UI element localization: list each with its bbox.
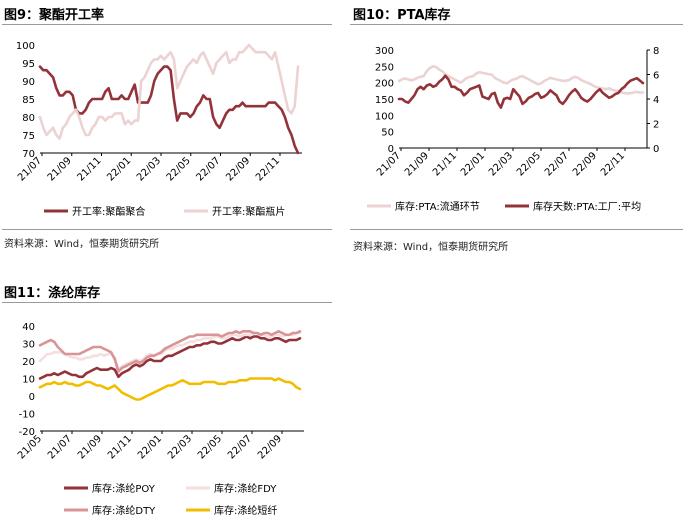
figure-10-y-tick-label: 50 [381, 128, 394, 139]
figure-11-x-tick-label: 21/09 [76, 433, 104, 461]
figure-11-y-tick-label: 20 [22, 357, 35, 368]
figure-10-source: 资料来源：Wind，恒泰期货研究所 [353, 242, 509, 253]
figure-9-x-tick-label: 22/05 [165, 155, 193, 183]
figure-10-x-tick-label: 22/05 [515, 150, 543, 178]
figure-11-title-rule [2, 302, 332, 303]
figure-10-y2-tick-label: 8 [653, 46, 659, 57]
figure-9-y-tick-label: 90 [22, 77, 35, 88]
figure-10-y2-tick-label: 4 [653, 95, 659, 106]
figure-9-source: 资料来源：Wind，恒泰期货研究所 [4, 239, 160, 250]
figure-9-y-tick-label: 85 [22, 95, 35, 106]
figure-9-y-tick-label: 95 [22, 59, 35, 70]
figure-10-x-tick-label: 21/11 [431, 150, 459, 178]
figure-9-title-rule [2, 24, 332, 25]
figure-10-y-tick-label: 200 [375, 79, 394, 90]
figure-10-x-tick-label: 22/09 [571, 150, 599, 178]
figure-9-title: 图9：聚酯开工率 [4, 8, 105, 23]
figure-9-x-tick-label: 22/11 [254, 155, 282, 183]
figure-11-y-tick-label: 30 [22, 340, 35, 351]
figure-10-legend-label-2: 库存天数:PTA:工厂:平均 [533, 200, 641, 213]
figure-11-y-tick-label: 10 [22, 375, 35, 386]
figure-9-series-line-2 [38, 43, 300, 140]
figure-9-y-tick-label: 80 [22, 113, 35, 124]
figure-10-y-tick-label: 250 [375, 62, 394, 73]
figure-11-y-tick-label: 40 [22, 322, 35, 333]
figure-10-title-rule [350, 24, 683, 25]
figure-9-y-tick-label: 70 [22, 149, 35, 160]
figure-10-x-tick-label: 22/01 [459, 150, 487, 178]
figure-9-series-line-1 [38, 65, 300, 155]
figure-11-legend-label-1: 库存:涤纶POY [92, 482, 156, 495]
figure-11-series-line-1 [38, 335, 302, 380]
figure-11-legend-label-2: 库存:涤纶FDY [214, 482, 277, 495]
figure-10-y2-tick-label: 0 [653, 144, 659, 155]
figure-10-y-tick-label: 300 [375, 46, 394, 57]
figure-9-x-tick-label: 22/03 [135, 155, 163, 183]
figure-11-x-tick-label: 22/03 [166, 433, 194, 461]
figure-10-y-tick-label: 0 [388, 144, 394, 155]
figure-11-x-tick-label: 22/05 [196, 433, 224, 461]
figure-10-x-tick-label: 21/09 [403, 150, 431, 178]
figure-11-series-line-4 [38, 377, 302, 401]
figure-9-legend-label-2: 开工率:聚酯瓶片 [212, 205, 285, 218]
figure-10-y-tick-label: 100 [375, 111, 394, 122]
figure-10-x-tick-label: 22/07 [543, 150, 571, 178]
figure-9-bottom-rule [2, 229, 332, 230]
figure-11-x-tick-label: 22/09 [256, 433, 284, 461]
figure-10-legend-label-1: 库存:PTA:流通环节 [395, 200, 480, 213]
figure-9-x-tick-label: 22/01 [105, 155, 133, 183]
figure-10-y2-tick-label: 6 [653, 71, 659, 82]
figure-11-y-tick-label: 0 [29, 392, 35, 403]
figure-10-series-line-1 [397, 64, 645, 95]
figure-10-x-tick-label: 22/03 [487, 150, 515, 178]
figure-10-bottom-rule [350, 229, 683, 230]
figure-11-series-line-3 [38, 329, 302, 373]
figure-9-x-tick-label: 22/09 [224, 155, 252, 183]
figure-11-x-tick-label: 22/01 [136, 433, 164, 461]
figure-9-x-tick-label: 21/11 [75, 155, 103, 183]
figure-9-x-tick-label: 22/07 [194, 155, 222, 183]
figure-9-y-tick-label: 100 [16, 41, 35, 52]
figure-11-legend-label-3: 库存:涤纶DTY [92, 504, 156, 517]
figure-11-title: 图11：涤纶库存 [4, 286, 101, 301]
figure-11-x-tick-label: 22/07 [226, 433, 254, 461]
figure-10-title: 图10：PTA库存 [353, 8, 451, 23]
figure-9-y-tick-label: 75 [22, 131, 35, 142]
figure-10-series-line-2 [397, 74, 645, 109]
figure-11-x-tick-label: 21/07 [46, 433, 74, 461]
figure-11-x-tick-label: 21/11 [106, 433, 134, 461]
figure-10-x-tick-label: 22/11 [599, 150, 627, 178]
figure-10-y-tick-label: 150 [375, 95, 394, 106]
figure-10-y2-tick-label: 2 [653, 120, 659, 131]
figure-11-y-tick-label: -10 [19, 410, 35, 421]
figure-11-y-tick-label: -20 [19, 427, 35, 438]
figure-9-x-tick-label: 21/09 [46, 155, 74, 183]
figure-9-legend-label-1: 开工率:聚酯聚合 [72, 205, 145, 218]
figure-11-legend-label-4: 库存:涤纶短纤 [214, 504, 277, 517]
